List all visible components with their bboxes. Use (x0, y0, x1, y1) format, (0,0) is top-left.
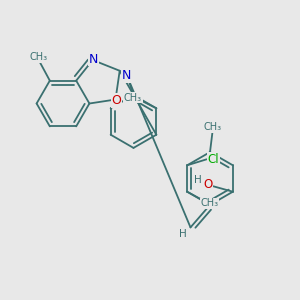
Text: N: N (88, 52, 98, 66)
Text: CH₃: CH₃ (203, 122, 221, 132)
Text: Cl: Cl (208, 153, 219, 166)
Text: N: N (121, 69, 131, 82)
Text: CH₃: CH₃ (201, 198, 219, 208)
Text: CH₃: CH₃ (124, 93, 142, 103)
Text: H: H (194, 175, 202, 185)
Text: H: H (179, 229, 187, 239)
Text: O: O (112, 94, 121, 107)
Text: CH₃: CH₃ (29, 52, 47, 62)
Text: O: O (204, 178, 213, 191)
